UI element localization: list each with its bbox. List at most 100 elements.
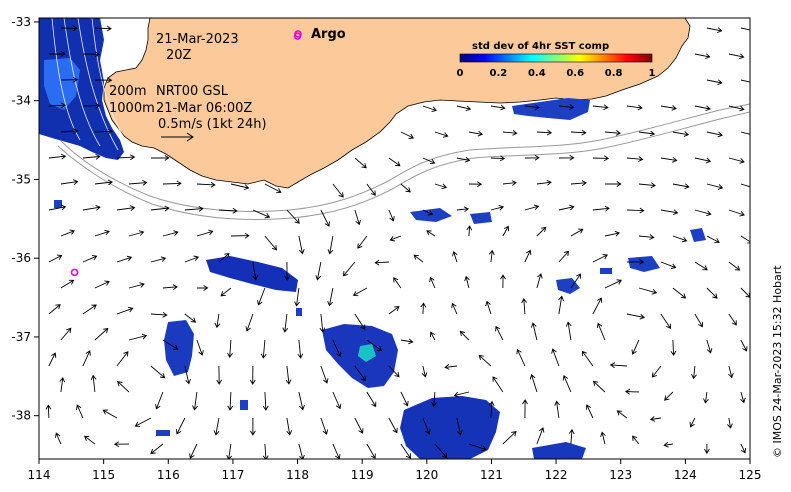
current-arrow bbox=[706, 339, 713, 354]
argo-legend-label: Argo bbox=[311, 27, 346, 42]
current-arrow bbox=[704, 444, 710, 454]
isobath-200m bbox=[59, 103, 750, 212]
current-arrow bbox=[626, 313, 646, 320]
isobath-200-label: 200m bbox=[109, 84, 146, 99]
current-arrow bbox=[488, 400, 495, 419]
sst-patch-east-mid bbox=[628, 256, 660, 272]
current-arrow bbox=[320, 365, 329, 384]
sst-patch-center-a bbox=[206, 256, 298, 292]
current-arrows bbox=[45, 25, 750, 459]
current-arrow bbox=[227, 391, 234, 411]
current-arrow bbox=[128, 180, 148, 186]
current-arrow bbox=[134, 417, 152, 427]
colorbar-tick-label: 0.2 bbox=[490, 68, 508, 79]
current-arrow bbox=[60, 25, 78, 32]
current-arrow bbox=[740, 235, 750, 244]
current-arrow bbox=[252, 209, 271, 219]
current-arrow bbox=[214, 313, 221, 329]
current-arrow bbox=[452, 251, 458, 263]
current-arrow bbox=[366, 339, 383, 351]
current-arrow bbox=[400, 338, 414, 345]
current-arrow bbox=[82, 204, 101, 211]
current-arrow bbox=[536, 129, 553, 136]
current-arrow bbox=[45, 404, 52, 419]
current-arrow bbox=[626, 259, 645, 265]
current-arrow bbox=[102, 409, 118, 419]
current-arrow bbox=[728, 157, 745, 164]
current-arrow bbox=[413, 254, 424, 263]
current-arrow bbox=[116, 154, 136, 161]
current-arrow bbox=[660, 261, 677, 269]
current-arrow bbox=[94, 229, 110, 237]
x-tick-label: 123 bbox=[609, 468, 632, 482]
current-arrow bbox=[536, 427, 545, 445]
current-arrow bbox=[116, 255, 133, 263]
current-arrow bbox=[728, 105, 745, 112]
current-arrow bbox=[459, 330, 470, 341]
current-arrow bbox=[262, 391, 269, 411]
current-arrow bbox=[116, 306, 134, 315]
current-arrow bbox=[670, 339, 677, 356]
current-arrow bbox=[249, 365, 256, 385]
current-arrow bbox=[740, 131, 750, 135]
current-arrow bbox=[466, 225, 473, 237]
current-arrow bbox=[327, 287, 334, 307]
current-arrow bbox=[558, 250, 570, 263]
current-arrow bbox=[420, 302, 427, 315]
current-arrow bbox=[649, 416, 661, 422]
sst-patch-east-far bbox=[690, 228, 706, 242]
colorbar-tick-label: 0.8 bbox=[605, 68, 623, 79]
current-arrow bbox=[660, 209, 679, 216]
current-arrow bbox=[90, 374, 97, 393]
current-arrow bbox=[536, 273, 543, 289]
current-arrow bbox=[184, 206, 204, 212]
current-arrow bbox=[332, 183, 344, 198]
current-arrow bbox=[706, 287, 718, 299]
current-arrow bbox=[150, 155, 170, 161]
current-arrow bbox=[706, 27, 723, 34]
current-arrow bbox=[568, 428, 575, 445]
current-arrow bbox=[502, 130, 518, 136]
current-arrow bbox=[226, 443, 233, 459]
current-arrow bbox=[672, 183, 690, 190]
streamline bbox=[77, 18, 119, 151]
current-arrow bbox=[740, 287, 750, 298]
current-arrow bbox=[728, 53, 745, 60]
x-tick-label: 125 bbox=[739, 468, 762, 482]
current-arrow bbox=[422, 157, 436, 165]
current-arrow bbox=[400, 183, 411, 193]
current-arrow bbox=[116, 205, 136, 211]
current-arrow bbox=[626, 156, 644, 162]
isobath-1000-label: 1000m bbox=[109, 101, 155, 116]
current-arrow bbox=[524, 154, 540, 161]
plot-frame bbox=[38, 17, 751, 460]
current-arrow bbox=[150, 443, 164, 455]
current-arrow bbox=[128, 230, 145, 237]
current-arrow bbox=[456, 206, 470, 213]
current-arrow bbox=[727, 417, 733, 429]
current-arrow bbox=[82, 102, 101, 109]
current-arrow bbox=[388, 365, 400, 378]
current-arrow bbox=[128, 282, 145, 289]
current-arrow bbox=[536, 179, 552, 186]
current-arrow bbox=[48, 304, 61, 315]
current-arrow bbox=[252, 261, 259, 281]
current-arrow bbox=[604, 230, 621, 237]
current-arrow bbox=[691, 365, 697, 380]
current-arrow bbox=[285, 365, 292, 385]
current-arrow bbox=[728, 365, 734, 379]
current-arrow bbox=[315, 261, 322, 281]
current-arrow bbox=[740, 183, 750, 188]
current-arrow bbox=[388, 209, 395, 222]
sst-patch-center-b bbox=[164, 320, 194, 376]
current-arrow bbox=[596, 322, 606, 341]
current-arrow bbox=[740, 391, 746, 404]
current-arrow bbox=[703, 391, 709, 404]
current-arrow bbox=[213, 417, 220, 436]
current-arrow bbox=[554, 400, 560, 419]
current-arrow bbox=[196, 339, 204, 356]
current-arrow bbox=[521, 297, 527, 315]
current-arrow bbox=[94, 280, 110, 289]
current-arrow bbox=[689, 417, 696, 428]
current-arrow bbox=[592, 380, 606, 393]
